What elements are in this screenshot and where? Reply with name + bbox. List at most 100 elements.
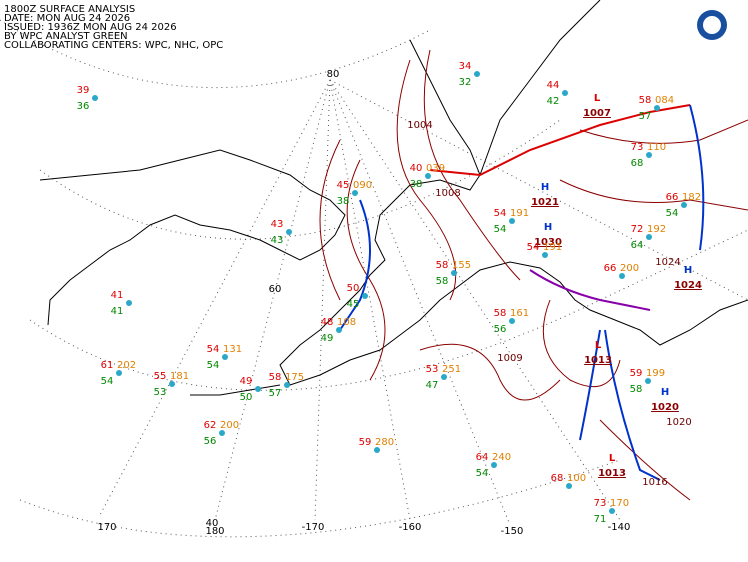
station-marker [474,71,480,77]
station-temp: 43 [271,219,284,230]
isobar [423,49,521,281]
station-dewpoint: 54 [476,468,489,479]
station-temp: 48 [321,317,334,328]
cold-front [604,329,661,481]
isobar [346,159,386,381]
coastlines [39,0,748,396]
cold-front [339,199,371,331]
station-marker [92,95,98,101]
station-dewpoint: 43 [271,235,284,246]
header-line: ISSUED: 1936Z MON AUG 24 2026 [4,22,177,33]
grid-label: 180 [205,526,224,537]
station-marker [425,173,431,179]
isobar-label: 1004 [407,120,432,131]
station-marker [646,152,652,158]
station-pressure: 100 [567,473,586,484]
station-temp: 49 [240,376,253,387]
station-marker [126,300,132,306]
station-pressure: 182 [682,192,701,203]
alaska-coast [279,39,748,386]
station-temp: 39 [77,85,90,96]
station-marker [352,190,358,196]
station-marker [654,105,660,111]
station-marker [219,430,225,436]
header-line: DATE: MON AUG 24 2026 [4,13,130,24]
grid-label: -170 [302,522,325,533]
isobar-label: 1009 [497,353,522,364]
station-temp: 58 [494,308,507,319]
header-line: BY WPC ANALYST GREEN [4,31,128,42]
station-dewpoint: 58 [436,276,449,287]
header-line: 1800Z SURFACE ANALYSIS [4,4,135,15]
station-temp: 64 [476,452,489,463]
station-temp: 54 [207,344,220,355]
isobar [599,419,691,501]
station-marker [169,381,175,387]
station-pressure: 170 [610,498,629,509]
station-temp: 54 [527,242,540,253]
station-dewpoint: 36 [77,101,90,112]
station-temp: 41 [111,290,124,301]
station-marker [681,202,687,208]
station-marker [609,508,615,514]
station-temp: 55 [154,371,167,382]
station-dewpoint: 54 [207,360,220,371]
station-dewpoint: 38 [337,196,350,207]
grid-label: -160 [399,522,422,533]
station-temp: 40 [410,163,423,174]
station-dewpoint: 71 [594,514,607,525]
station-marker [509,218,515,224]
station-pressure: 202 [117,360,136,371]
grid-label: -150 [501,526,524,537]
station-dewpoint: 54 [666,208,679,219]
station-marker [284,382,290,388]
occluded-front [529,269,651,311]
station-pressure: 039 [426,163,445,174]
station-dewpoint: 56 [494,324,507,335]
station-dewpoint: 32 [459,77,472,88]
station-dewpoint: 68 [631,158,644,169]
grid-label: 170 [97,522,116,533]
pressure-symbol: L [595,340,602,351]
station-dewpoint: 57 [269,388,282,399]
station-temp: 53 [426,364,439,375]
isobar-label: 1020 [666,417,691,428]
lat-line [39,119,561,240]
station-dewpoint: 57 [639,111,652,122]
station-marker [441,374,447,380]
station-dewpoint: 47 [426,380,439,391]
pressure-symbol: H [541,182,549,193]
station-pressure: 161 [510,308,529,319]
header-line: COLLABORATING CENTERS: WPC, NHC, OPC [4,40,223,51]
station-pressure: 192 [647,224,666,235]
isobar-label: 1024 [655,257,680,268]
aleutians [190,384,281,396]
pressure-symbol: H [661,387,669,398]
station-temp: 62 [204,420,217,431]
station-pressure: 200 [620,263,639,274]
station-temp: 50 [347,283,360,294]
grid-label: -140 [608,522,631,533]
station-marker [336,327,342,333]
station-temp: 34 [459,61,472,72]
station-temp: 44 [547,80,560,91]
station-marker [451,270,457,276]
pressure-value: 1024 [674,280,702,291]
arctic-coast [479,0,601,176]
station-marker [645,378,651,384]
station-temp: 59 [630,368,643,379]
station-marker [509,318,515,324]
station-pressure: 240 [492,452,511,463]
station-dewpoint: 56 [204,436,217,447]
station-dewpoint: 45 [347,299,360,310]
isobar [542,299,621,388]
station-marker [362,293,368,299]
isobar [419,343,561,401]
logo-inner [703,16,721,34]
pressure-value: 1007 [583,108,611,119]
isobar [319,139,341,301]
station-dewpoint: 54 [101,376,114,387]
lat-line [29,229,748,391]
